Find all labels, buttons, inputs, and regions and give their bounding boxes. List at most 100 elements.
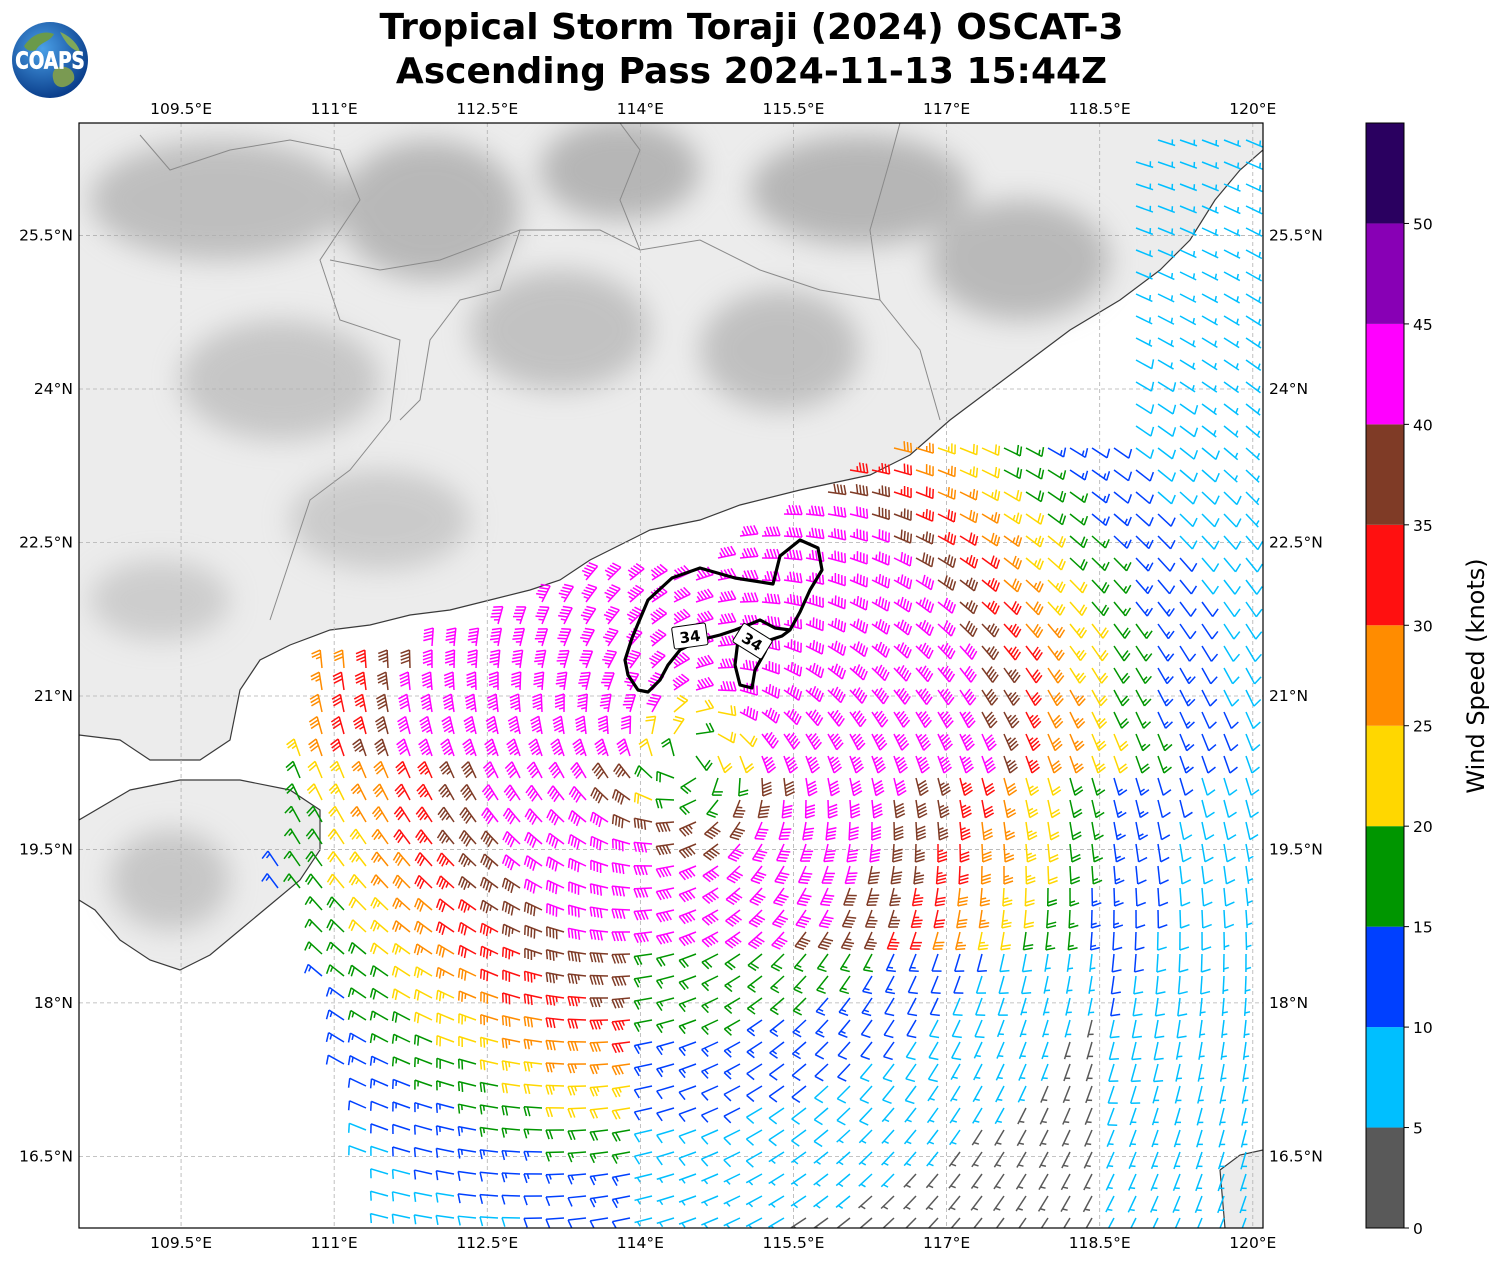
wind-barb-1443 (1040, 1217, 1049, 1228)
wind-barb-1446 (1107, 1217, 1115, 1228)
wind-barb-1001 (325, 986, 345, 999)
wind-barb-1000 (1244, 975, 1251, 995)
wind-barb-31 (1179, 249, 1197, 259)
wind-barb-1356 (880, 1173, 895, 1188)
lon-tick-bottom-7: 120°E (1229, 1234, 1276, 1252)
wind-barb-288 (805, 617, 824, 632)
wind-barb-1254 (413, 1124, 433, 1135)
wind-barb-1030 (975, 997, 986, 1016)
wind-barb-673 (778, 821, 792, 841)
wind-barb-922 (457, 944, 477, 959)
wind-barb-881 (501, 923, 521, 937)
wind-barb-587 (827, 777, 840, 797)
wind-barb-510 (1069, 733, 1085, 752)
wind-barb-817 (1002, 887, 1013, 907)
wind-barb-1203 (1107, 1085, 1118, 1104)
wind-barb-719 (823, 843, 836, 863)
wind-barb-400 (533, 671, 545, 691)
wind-barb-340 (1113, 645, 1131, 662)
wind-barb-391 (332, 671, 345, 691)
wind-barb-734 (1157, 843, 1170, 863)
wind-barb-1186 (723, 1085, 741, 1102)
wind-barb-1257 (479, 1126, 499, 1137)
wind-barb-406 (672, 673, 690, 691)
wind-barb-865 (1113, 909, 1124, 929)
wind-barb-851 (795, 909, 812, 929)
wind-barb-968 (523, 970, 543, 983)
wind-barb-909 (1134, 931, 1145, 951)
wind-barb-809 (819, 887, 835, 907)
colorbar-bin-3 (1366, 826, 1404, 927)
wind-barb-1041 (1221, 997, 1228, 1016)
wind-barb-304 (1157, 623, 1175, 640)
wind-barb-778 (1135, 865, 1147, 885)
wind-barb-523 (374, 738, 389, 757)
wind-barb-1340 (523, 1173, 543, 1184)
wind-barb-365 (717, 658, 737, 669)
wind-barb-753 (567, 857, 587, 873)
wind-barb-368 (783, 662, 803, 677)
wind-barb-1166 (1197, 1063, 1205, 1082)
lat-tick-left-0: 16.5°N (19, 1147, 73, 1165)
wind-barb-467 (1069, 711, 1086, 729)
wind-barb-815 (957, 887, 969, 907)
wind-barb-202 (1091, 557, 1110, 572)
wind-barb-1111 (905, 1041, 917, 1061)
wind-barb-601 (1135, 777, 1150, 796)
wind-barb-758 (678, 865, 697, 881)
wind-barb-730 (1069, 843, 1081, 863)
wind-barb-888 (655, 931, 675, 945)
wind-barb-1245 (1129, 1107, 1137, 1126)
wind-barb-103 (915, 464, 934, 477)
wind-barb-1239 (994, 1107, 1005, 1125)
wind-barb-786 (304, 873, 323, 889)
wind-barb-313 (512, 627, 525, 647)
wind-barb-761 (750, 865, 767, 885)
wind-barb-443 (532, 693, 543, 713)
wind-barb-1424 (611, 1217, 631, 1228)
wind-barb-1199 (1017, 1085, 1027, 1103)
wind-barb-516 (1201, 733, 1217, 752)
wind-barb-437 (398, 693, 411, 713)
wind-barb-756 (633, 865, 653, 876)
wind-barb-392 (354, 671, 367, 691)
wind-barb-1014 (611, 997, 631, 1009)
wind-barb-1172 (414, 1079, 433, 1090)
colorbar-tick-2: 10 (1413, 1019, 1433, 1037)
wind-barb-191 (849, 551, 868, 565)
wind-barb-477 (330, 716, 345, 735)
wind-barb-1373 (369, 1190, 389, 1201)
wind-barb-1193 (882, 1085, 895, 1105)
wind-barb-1450 (1196, 1217, 1203, 1228)
wind-barb-841 (567, 904, 587, 918)
wind-barb-1163 (1130, 1063, 1141, 1083)
wind-barb-569 (417, 760, 433, 779)
wind-barb-1051 (501, 1014, 521, 1027)
wind-barb-1256 (457, 1125, 477, 1137)
wind-barb-1352 (790, 1173, 807, 1187)
wind-barb-1159 (1040, 1063, 1049, 1082)
wind-barb-1322 (1016, 1151, 1027, 1168)
wind-barb-235 (1135, 579, 1154, 595)
wind-barb-920 (413, 943, 433, 956)
wind-barb-9 (1223, 161, 1241, 170)
wind-barb-843 (611, 908, 631, 919)
wind-barb-874 (348, 919, 367, 933)
wind-barb-1079 (1131, 1019, 1142, 1039)
wind-barb-1420 (523, 1217, 543, 1228)
wind-barb-797 (545, 879, 565, 895)
wind-barb-961 (369, 965, 389, 977)
wind-barb-1178 (545, 1084, 565, 1095)
wind-barb-570 (439, 761, 455, 779)
wind-barb-141 (827, 505, 847, 518)
wind-barb-1149 (814, 1063, 829, 1082)
wind-barb-151 (1047, 513, 1067, 526)
wind-barb-685 (1047, 821, 1060, 841)
wind-barb-1326 (1106, 1151, 1115, 1169)
wind-barb-159 (1223, 513, 1242, 528)
wind-barb-921 (435, 944, 455, 958)
wind-barb-462 (959, 711, 976, 729)
wind-barb-1134 (479, 1059, 499, 1071)
wind-barb-996 (1155, 975, 1166, 995)
wind-barb-231 (1047, 579, 1066, 594)
